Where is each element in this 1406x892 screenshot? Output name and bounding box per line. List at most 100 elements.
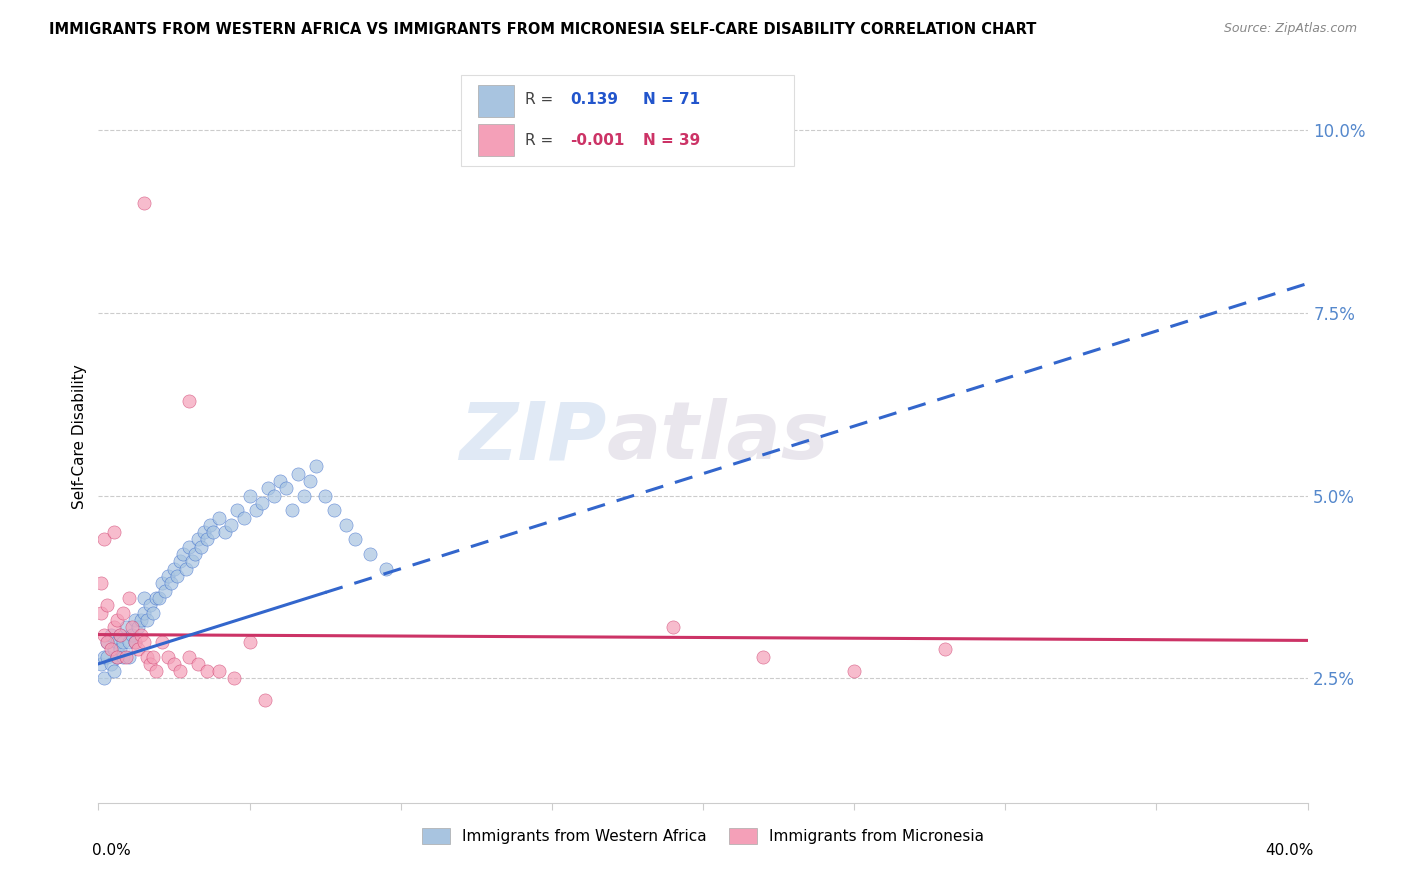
Text: 40.0%: 40.0% — [1265, 843, 1313, 858]
Point — [96, 635, 118, 649]
Point — [108, 627, 131, 641]
Point — [169, 554, 191, 568]
Point — [305, 459, 328, 474]
Point — [153, 583, 176, 598]
Point — [934, 642, 956, 657]
Point — [139, 657, 162, 671]
Point — [226, 503, 249, 517]
Point — [90, 657, 112, 671]
Point — [208, 510, 231, 524]
Point — [145, 591, 167, 605]
Point — [105, 649, 128, 664]
Point — [90, 576, 112, 591]
Text: N = 71: N = 71 — [643, 92, 700, 107]
Point — [256, 481, 278, 495]
Point — [174, 562, 197, 576]
Point — [124, 635, 146, 649]
Point — [193, 525, 215, 540]
Point — [132, 635, 155, 649]
Point — [844, 664, 866, 678]
Point — [221, 517, 243, 532]
Point — [129, 613, 152, 627]
Point — [239, 489, 262, 503]
Point — [142, 606, 165, 620]
Point — [195, 533, 218, 547]
Point — [172, 547, 194, 561]
Point — [224, 672, 246, 686]
Point — [752, 649, 775, 664]
Point — [132, 196, 155, 211]
Point — [105, 649, 128, 664]
Point — [200, 517, 222, 532]
Point — [179, 649, 201, 664]
Point — [96, 635, 118, 649]
Point — [208, 664, 231, 678]
Point — [148, 591, 170, 605]
Point — [105, 635, 128, 649]
Point — [124, 613, 146, 627]
Text: atlas: atlas — [606, 398, 830, 476]
Text: IMMIGRANTS FROM WESTERN AFRICA VS IMMIGRANTS FROM MICRONESIA SELF-CARE DISABILIT: IMMIGRANTS FROM WESTERN AFRICA VS IMMIGR… — [49, 22, 1036, 37]
Point — [90, 606, 112, 620]
Point — [269, 474, 291, 488]
Point — [169, 664, 191, 678]
Point — [374, 562, 396, 576]
Point — [344, 533, 367, 547]
Point — [160, 576, 183, 591]
Point — [103, 664, 125, 678]
Point — [245, 503, 267, 517]
Point — [195, 664, 218, 678]
Text: Source: ZipAtlas.com: Source: ZipAtlas.com — [1223, 22, 1357, 36]
Legend: Immigrants from Western Africa, Immigrants from Micronesia: Immigrants from Western Africa, Immigran… — [416, 822, 990, 850]
Point — [132, 591, 155, 605]
Point — [132, 606, 155, 620]
Point — [118, 635, 141, 649]
Point — [323, 503, 346, 517]
Point — [105, 613, 128, 627]
Point — [96, 599, 118, 613]
Point — [181, 554, 204, 568]
Point — [118, 591, 141, 605]
Point — [93, 627, 115, 641]
Text: ZIP: ZIP — [458, 398, 606, 476]
Point — [250, 496, 273, 510]
Point — [184, 547, 207, 561]
Point — [150, 576, 173, 591]
Point — [103, 525, 125, 540]
Point — [263, 489, 285, 503]
Point — [214, 525, 236, 540]
Point — [108, 627, 131, 641]
Point — [335, 517, 357, 532]
Point — [145, 664, 167, 678]
Point — [187, 533, 209, 547]
Point — [96, 649, 118, 664]
Text: 0.139: 0.139 — [569, 92, 619, 107]
Point — [121, 627, 143, 641]
Point — [127, 620, 149, 634]
Point — [135, 613, 157, 627]
Point — [156, 569, 179, 583]
Point — [142, 649, 165, 664]
Point — [100, 627, 122, 641]
Point — [124, 635, 146, 649]
Point — [111, 635, 134, 649]
Point — [114, 620, 136, 634]
Point — [232, 510, 254, 524]
Point — [253, 693, 276, 707]
Point — [127, 642, 149, 657]
Point — [118, 649, 141, 664]
Point — [129, 627, 152, 641]
Text: 0.0%: 0.0% — [93, 843, 131, 858]
Point — [100, 642, 122, 657]
Point — [93, 533, 115, 547]
Point — [114, 649, 136, 664]
Text: R =: R = — [526, 92, 554, 107]
Text: N = 39: N = 39 — [643, 133, 700, 147]
Point — [179, 393, 201, 408]
Point — [274, 481, 297, 495]
Point — [166, 569, 188, 583]
Point — [239, 635, 262, 649]
Point — [163, 657, 186, 671]
Point — [150, 635, 173, 649]
Point — [93, 672, 115, 686]
